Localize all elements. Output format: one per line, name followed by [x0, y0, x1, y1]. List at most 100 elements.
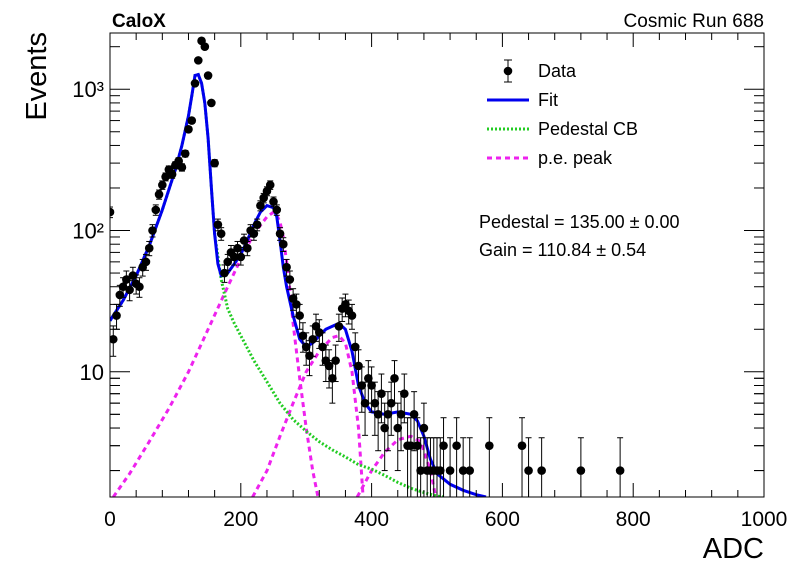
data-point: [236, 249, 246, 266]
data-point: [220, 264, 229, 283]
data-point: [180, 149, 190, 158]
x-tick-label: 1000: [741, 508, 788, 531]
data-point: [314, 319, 324, 349]
data-marker: [265, 180, 275, 190]
data-marker: [435, 466, 445, 475]
data-point: [445, 437, 455, 497]
data-point: [272, 204, 282, 216]
data-marker: [576, 466, 586, 475]
data-marker: [393, 423, 403, 433]
legend-entry: Data: [503, 59, 577, 83]
data-point: [203, 71, 213, 80]
data-marker: [452, 441, 461, 450]
x-tick-label: 600: [485, 508, 520, 531]
data-marker: [207, 98, 216, 108]
data-marker: [354, 361, 363, 371]
data-point: [615, 437, 625, 497]
data-marker: [334, 321, 344, 331]
y-tick-label: 10²: [72, 219, 104, 244]
data-marker: [341, 300, 350, 309]
data-point: [576, 437, 586, 497]
data-marker: [177, 163, 187, 172]
data-point: [458, 437, 468, 497]
data-point: [537, 437, 546, 497]
data-marker: [200, 42, 210, 51]
data-marker: [383, 410, 393, 419]
data-point: [243, 240, 252, 257]
data-point: [167, 169, 177, 179]
data-marker: [233, 243, 242, 253]
data-marker: [243, 243, 252, 253]
data-marker: [364, 373, 373, 383]
data-point: [154, 189, 164, 200]
data-marker: [377, 389, 386, 398]
data-marker: [409, 410, 419, 419]
data-point: [200, 42, 210, 51]
data-point: [324, 349, 334, 389]
data-point: [187, 116, 197, 125]
legend-entry: Pedestal CB: [487, 119, 638, 139]
data-point: [305, 340, 314, 377]
data-marker: [328, 373, 337, 383]
data-marker: [615, 466, 625, 475]
fit-curve: [110, 72, 487, 497]
data-marker: [203, 71, 213, 80]
data-marker: [485, 441, 494, 450]
pedestal-annotation: Pedestal = 135.00 ± 0.00: [479, 212, 680, 232]
data-point: [128, 266, 138, 286]
data-marker: [416, 466, 425, 475]
data-marker: [190, 79, 200, 88]
data-point: [419, 402, 429, 472]
data-marker: [282, 262, 291, 272]
data-point: [118, 277, 128, 298]
data-marker: [331, 356, 340, 365]
data-marker: [269, 197, 278, 206]
data-point: [301, 332, 311, 366]
data-marker: [167, 169, 177, 179]
data-point: [295, 303, 304, 330]
data-points-layer: [110, 36, 625, 497]
data-marker: [148, 226, 157, 235]
data-marker: [141, 257, 151, 267]
data-marker: [295, 311, 304, 320]
data-point: [279, 237, 288, 252]
data-marker: [390, 373, 399, 383]
data-marker: [275, 229, 285, 238]
data-point: [465, 437, 475, 497]
y-tick-label: 10³: [72, 77, 104, 102]
data-marker: [180, 149, 190, 158]
data-point: [400, 373, 409, 424]
axes-layer: 0 200 400 600 800 1000 10 10² 10³: [72, 32, 788, 531]
data-marker: [419, 423, 429, 433]
data-marker: [220, 268, 229, 278]
data-marker: [285, 275, 295, 284]
data-marker: [370, 398, 380, 408]
gain-annotation: Gain = 110.84 ± 0.54: [479, 240, 646, 260]
data-point: [144, 240, 154, 257]
data-marker: [524, 466, 533, 475]
pedestal-cb-curve: [110, 72, 444, 497]
data-marker: [301, 342, 311, 352]
data-marker: [128, 271, 138, 280]
data-marker: [216, 229, 226, 238]
y-tick-label: 10: [80, 360, 104, 385]
data-point: [416, 437, 425, 497]
curves-layer: [110, 72, 487, 497]
data-marker: [292, 300, 301, 309]
data-marker: [360, 398, 370, 408]
data-marker: [112, 311, 121, 320]
data-point: [239, 233, 249, 249]
x-tick-label: 200: [223, 508, 258, 531]
data-point: [141, 253, 151, 271]
data-marker: [110, 334, 118, 344]
pe-peak-curve-2: [355, 434, 438, 497]
x-tick-label: 400: [354, 508, 389, 531]
data-marker: [154, 190, 164, 199]
legend-entry: Fit: [487, 90, 558, 110]
data-point: [184, 125, 193, 134]
data-point: [252, 218, 262, 232]
data-marker: [413, 441, 422, 450]
data-point: [347, 303, 357, 330]
data-point: [148, 224, 157, 238]
